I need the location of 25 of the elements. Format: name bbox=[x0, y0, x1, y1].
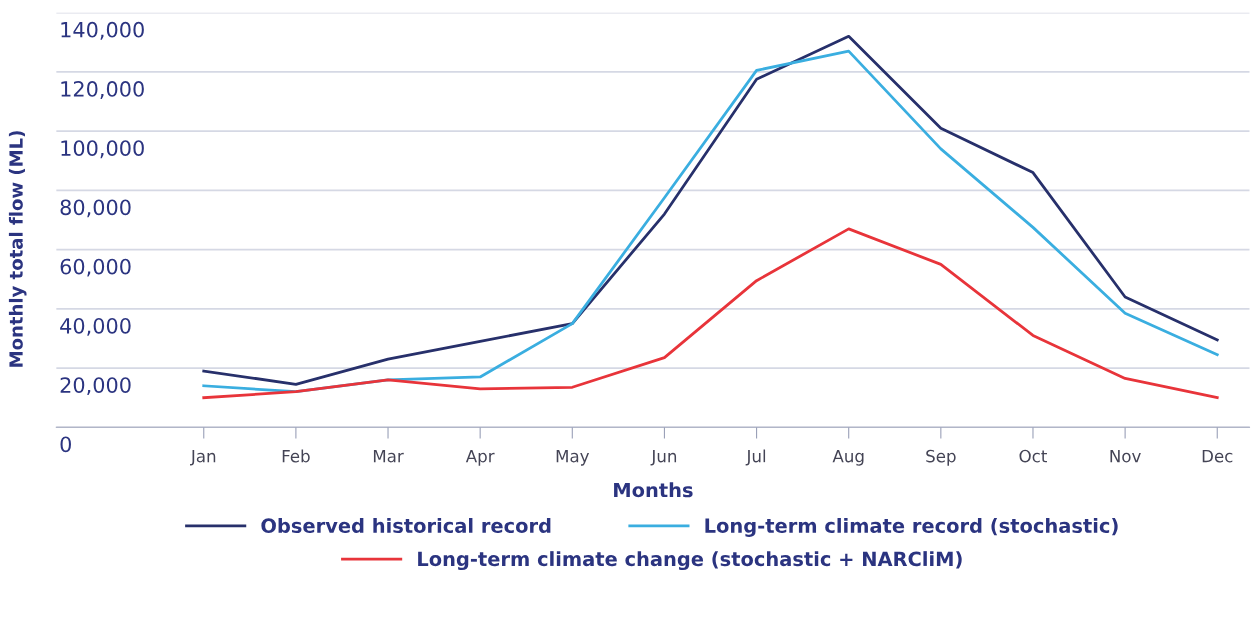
x-tick-label: Sep bbox=[926, 449, 956, 466]
x-tick-label: May bbox=[556, 450, 590, 466]
y-axis-title: Monthly total flow (ML) bbox=[8, 131, 27, 367]
x-tick-label: Mar bbox=[373, 450, 404, 463]
x-tick-label: Apr bbox=[465, 450, 495, 466]
x-axis-title: Months bbox=[614, 482, 693, 498]
legend-label: Observed historical record bbox=[261, 517, 551, 534]
y-tick-label: 40,000 bbox=[60, 317, 131, 336]
x-tick-label: Jan bbox=[190, 450, 216, 466]
y-tick-label: 20,000 bbox=[60, 377, 131, 396]
y-tick-label: 100,000 bbox=[61, 140, 144, 159]
x-tick-label: Nov bbox=[1110, 450, 1141, 463]
y-tick-label: 60,000 bbox=[60, 258, 131, 277]
x-tick-label: Feb bbox=[282, 449, 310, 463]
legend-label: Long-term climate record (stochastic) bbox=[705, 517, 1118, 537]
y-tick-label: 80,000 bbox=[60, 199, 131, 218]
x-tick-label: Dec bbox=[1202, 450, 1233, 463]
y-tick-label: 140,000 bbox=[61, 21, 144, 40]
x-tick-label: Oct bbox=[1019, 449, 1047, 463]
x-tick-label: Jul bbox=[745, 449, 766, 466]
y-tick-label: 0 bbox=[60, 436, 71, 453]
x-tick-label: Jun bbox=[650, 450, 677, 466]
x-tick-label: Aug bbox=[832, 450, 864, 466]
legend-label: Long-term climate change (stochastic + NARCliM) bbox=[418, 551, 962, 571]
y-tick-label: 120,000 bbox=[61, 81, 144, 99]
